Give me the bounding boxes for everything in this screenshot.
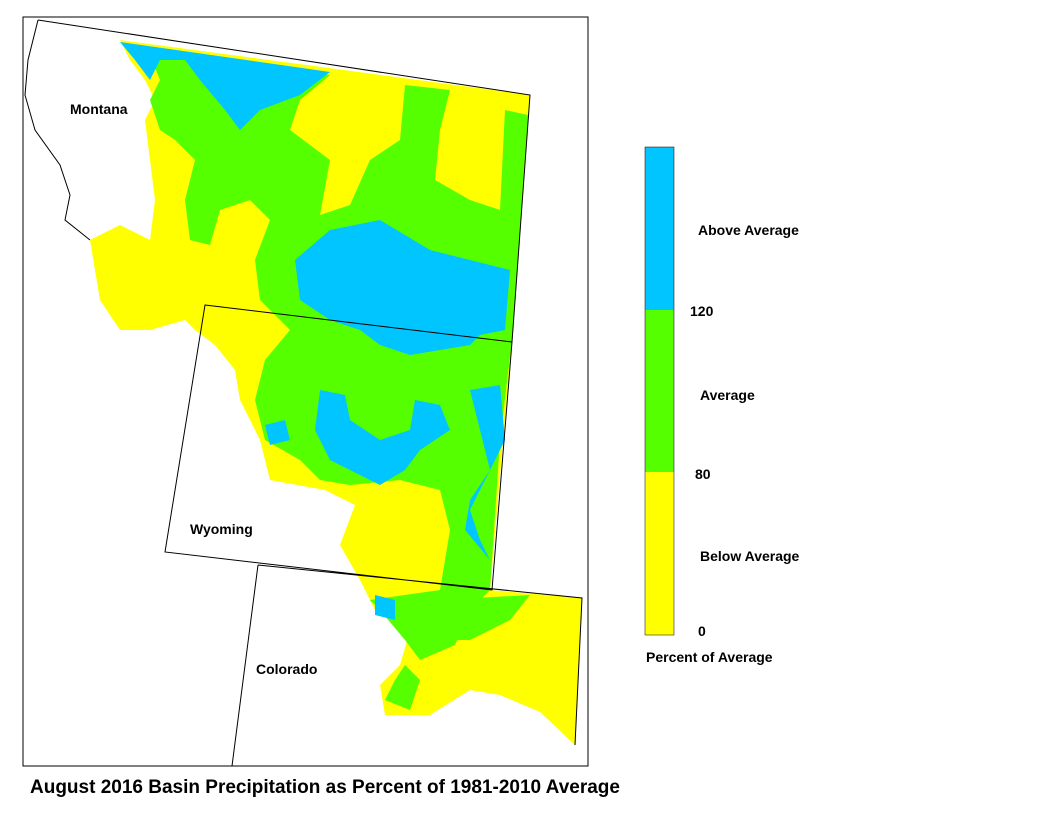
state-label: Montana xyxy=(70,101,128,117)
legend-border xyxy=(644,146,675,636)
basin-above-average xyxy=(120,42,330,130)
legend-label: Average xyxy=(700,387,755,403)
legend-break: 120 xyxy=(690,303,714,319)
state-label: Wyoming xyxy=(190,521,253,537)
basin-above-average-wy xyxy=(265,385,505,620)
legend-break: 80 xyxy=(695,466,711,482)
legend-caption: Percent of Average xyxy=(646,649,773,665)
legend: Above Average Average Below Average 120 … xyxy=(644,146,800,665)
legend-swatch xyxy=(645,310,674,472)
basin-average xyxy=(150,55,528,660)
legend-swatch xyxy=(645,472,674,635)
legend-break: 0 xyxy=(698,623,706,639)
basin-average-south xyxy=(385,595,530,710)
legend-label: Above Average xyxy=(698,222,799,238)
state-boundaries xyxy=(24,19,583,767)
state-label: Colorado xyxy=(256,661,317,677)
basin-above-average-central xyxy=(295,220,510,355)
precip-map xyxy=(24,19,583,767)
legend-swatch xyxy=(645,147,674,310)
map-title: August 2016 Basin Precipitation as Perce… xyxy=(30,777,620,798)
legend-label: Below Average xyxy=(700,548,800,564)
